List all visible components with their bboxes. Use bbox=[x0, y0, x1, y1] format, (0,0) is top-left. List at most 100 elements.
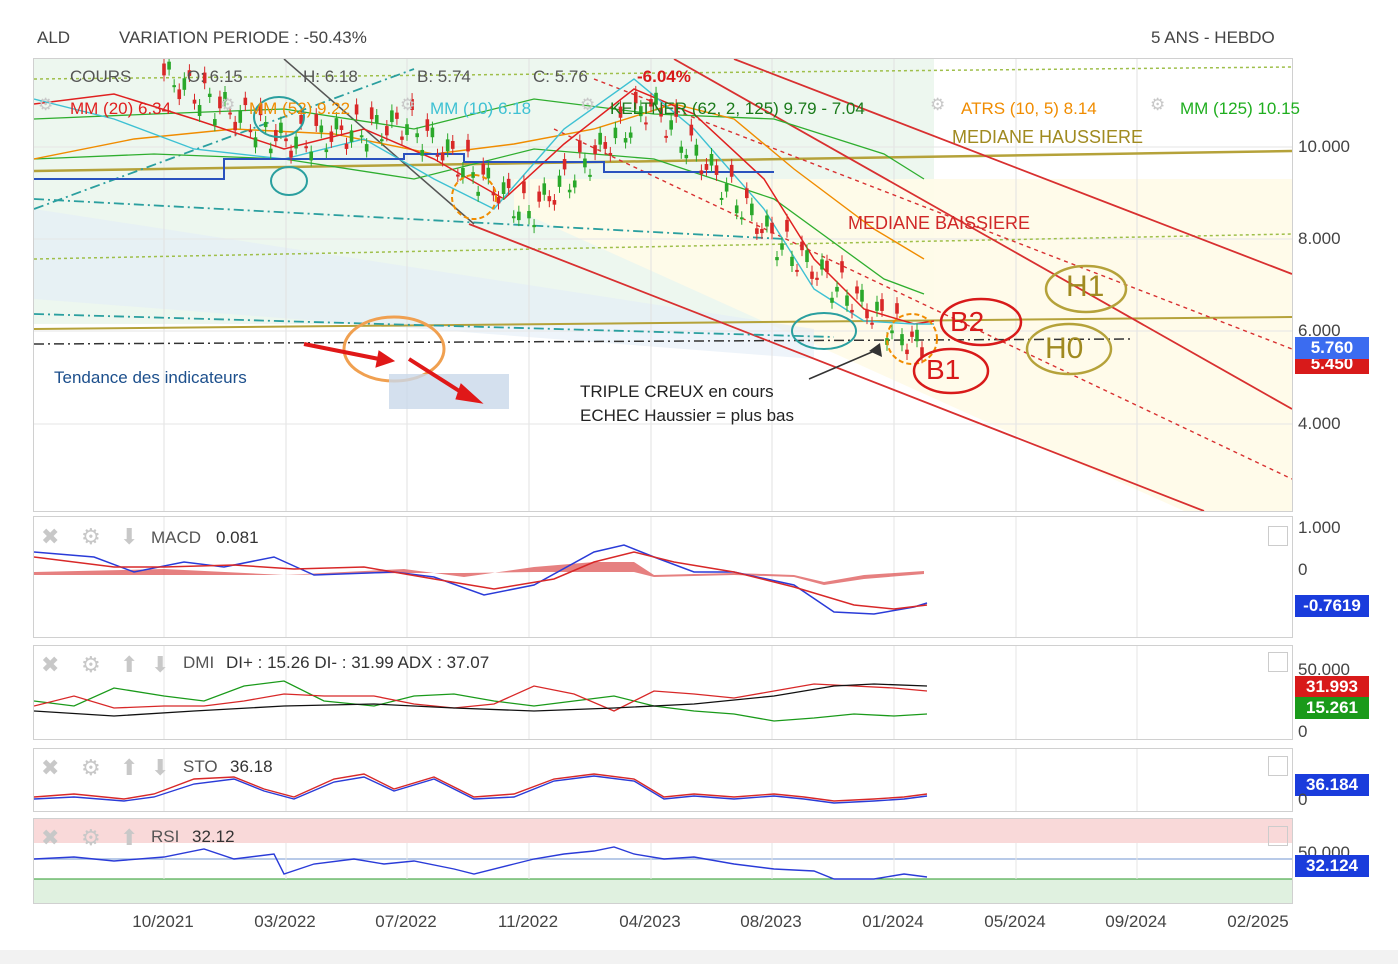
candle-body bbox=[537, 191, 541, 202]
arrow-down-icon[interactable]: ⬇ bbox=[151, 652, 170, 677]
candle-body bbox=[633, 91, 638, 104]
dmi-panel bbox=[33, 645, 1293, 740]
candle-body bbox=[709, 153, 714, 166]
close-icon[interactable]: ✖ bbox=[41, 755, 60, 780]
candle-body bbox=[522, 181, 526, 194]
candle-body bbox=[785, 219, 789, 232]
candle-body bbox=[760, 229, 764, 234]
arrow-up-icon[interactable]: ⬆ bbox=[120, 652, 139, 677]
candle-body bbox=[734, 205, 739, 214]
candle-body bbox=[845, 295, 849, 306]
candle-body bbox=[279, 122, 283, 134]
gear-icon[interactable]: ⚙ bbox=[580, 95, 596, 114]
candle-body bbox=[501, 182, 506, 194]
dmi-checkbox[interactable] bbox=[1268, 652, 1288, 672]
circle-marker bbox=[791, 312, 857, 350]
h1-label: H1 bbox=[1066, 270, 1105, 303]
ticker-label: ALD bbox=[37, 28, 71, 47]
gear-icon[interactable]: ⚙ bbox=[81, 825, 101, 850]
arrow-up-icon[interactable]: ⬆ bbox=[120, 755, 139, 780]
candle-body bbox=[258, 103, 263, 116]
candle-body bbox=[349, 130, 354, 142]
candle-body bbox=[920, 347, 924, 358]
close-icon[interactable]: ✖ bbox=[41, 825, 60, 850]
candle-body bbox=[425, 119, 430, 131]
legend-open: O: 6.15 bbox=[187, 67, 243, 86]
sto-label: STO bbox=[183, 757, 218, 776]
candle-body bbox=[860, 289, 864, 302]
candle-body bbox=[304, 146, 308, 149]
x-tick: 08/2023 bbox=[740, 912, 802, 931]
period-selector[interactable]: 5 ANS - HEBDO bbox=[1151, 28, 1275, 47]
gear-icon[interactable]: ⚙ bbox=[38, 95, 54, 114]
candle-body bbox=[755, 228, 759, 234]
candle-body bbox=[440, 152, 445, 161]
candle-body bbox=[344, 143, 349, 149]
candle-body bbox=[744, 188, 749, 199]
gear-icon[interactable]: ⚙ bbox=[81, 652, 101, 677]
rsi-checkbox[interactable] bbox=[1268, 826, 1288, 846]
close-icon[interactable]: ✖ bbox=[41, 652, 60, 677]
rsi-label: RSI bbox=[151, 827, 180, 846]
close-icon[interactable]: ✖ bbox=[41, 524, 60, 549]
mediane-baissiere-label: MEDIANE BAISSIERE bbox=[848, 213, 1031, 233]
candle-body bbox=[517, 211, 521, 221]
candle-body bbox=[689, 124, 694, 136]
candle-body bbox=[319, 125, 324, 133]
candle-body bbox=[309, 151, 314, 161]
price-chart bbox=[34, 59, 1292, 511]
price-tick: 10.000 bbox=[1298, 137, 1350, 156]
arrow-down-icon[interactable]: ⬇ bbox=[120, 524, 139, 549]
candle-body bbox=[364, 144, 369, 152]
legend-mm20: MM (20) 6.34 bbox=[70, 99, 172, 118]
mediane-haussiere-label: MEDIANE HAUSSIERE bbox=[952, 127, 1144, 147]
candle-body bbox=[664, 135, 668, 138]
gear-icon[interactable]: ⚙ bbox=[400, 95, 416, 114]
gear-icon[interactable]: ⚙ bbox=[930, 95, 946, 114]
candle-body bbox=[456, 174, 460, 177]
candle-body bbox=[870, 322, 874, 325]
candle-body bbox=[354, 104, 359, 115]
dmi-badge-green: 15.261 bbox=[1295, 697, 1369, 719]
candle-body bbox=[900, 334, 904, 346]
candle-body bbox=[461, 167, 465, 178]
sto-value: 36.18 bbox=[230, 757, 273, 776]
x-tick: 04/2023 bbox=[619, 912, 681, 931]
black-trendline bbox=[283, 59, 475, 225]
arrow-down-icon[interactable]: ⬇ bbox=[151, 755, 170, 780]
support-line bbox=[34, 316, 1292, 330]
candle-body bbox=[699, 170, 704, 175]
arrow-up-icon[interactable]: ⬆ bbox=[120, 825, 139, 850]
candle-body bbox=[649, 99, 653, 107]
candle-body bbox=[603, 142, 608, 149]
x-tick: 02/2025 bbox=[1227, 912, 1289, 931]
gear-icon[interactable]: ⚙ bbox=[81, 755, 101, 780]
candle-body bbox=[359, 135, 364, 138]
sto-panel bbox=[33, 748, 1293, 812]
candle-body bbox=[248, 130, 253, 133]
circle-marker bbox=[270, 166, 308, 196]
x-tick: 03/2022 bbox=[254, 912, 316, 931]
trend-arrows bbox=[303, 342, 484, 404]
candle-body bbox=[329, 131, 334, 142]
gear-icon[interactable]: ⚙ bbox=[220, 95, 236, 114]
candle-body bbox=[578, 140, 582, 153]
candle-body bbox=[284, 138, 288, 142]
macd-checkbox[interactable] bbox=[1268, 526, 1288, 546]
candle-body bbox=[654, 92, 658, 105]
gear-icon[interactable]: ⚙ bbox=[81, 524, 101, 549]
candle-body bbox=[628, 132, 633, 138]
candle-body bbox=[339, 125, 344, 130]
candle-body bbox=[294, 136, 298, 149]
sto-checkbox[interactable] bbox=[1268, 756, 1288, 776]
legend-high: H: 6.18 bbox=[303, 67, 358, 86]
candle-body bbox=[805, 250, 809, 263]
candle-body bbox=[289, 150, 293, 158]
candle-body bbox=[177, 89, 182, 100]
dmi-value: DI+ : 15.26 DI- : 31.99 ADX : 37.07 bbox=[226, 653, 490, 672]
gear-icon[interactable]: ⚙ bbox=[1150, 95, 1166, 114]
tendance-label: Tendance des indicateurs bbox=[54, 368, 247, 387]
candle-body bbox=[167, 61, 171, 70]
candle-body bbox=[775, 257, 779, 261]
candle-body bbox=[511, 216, 516, 219]
